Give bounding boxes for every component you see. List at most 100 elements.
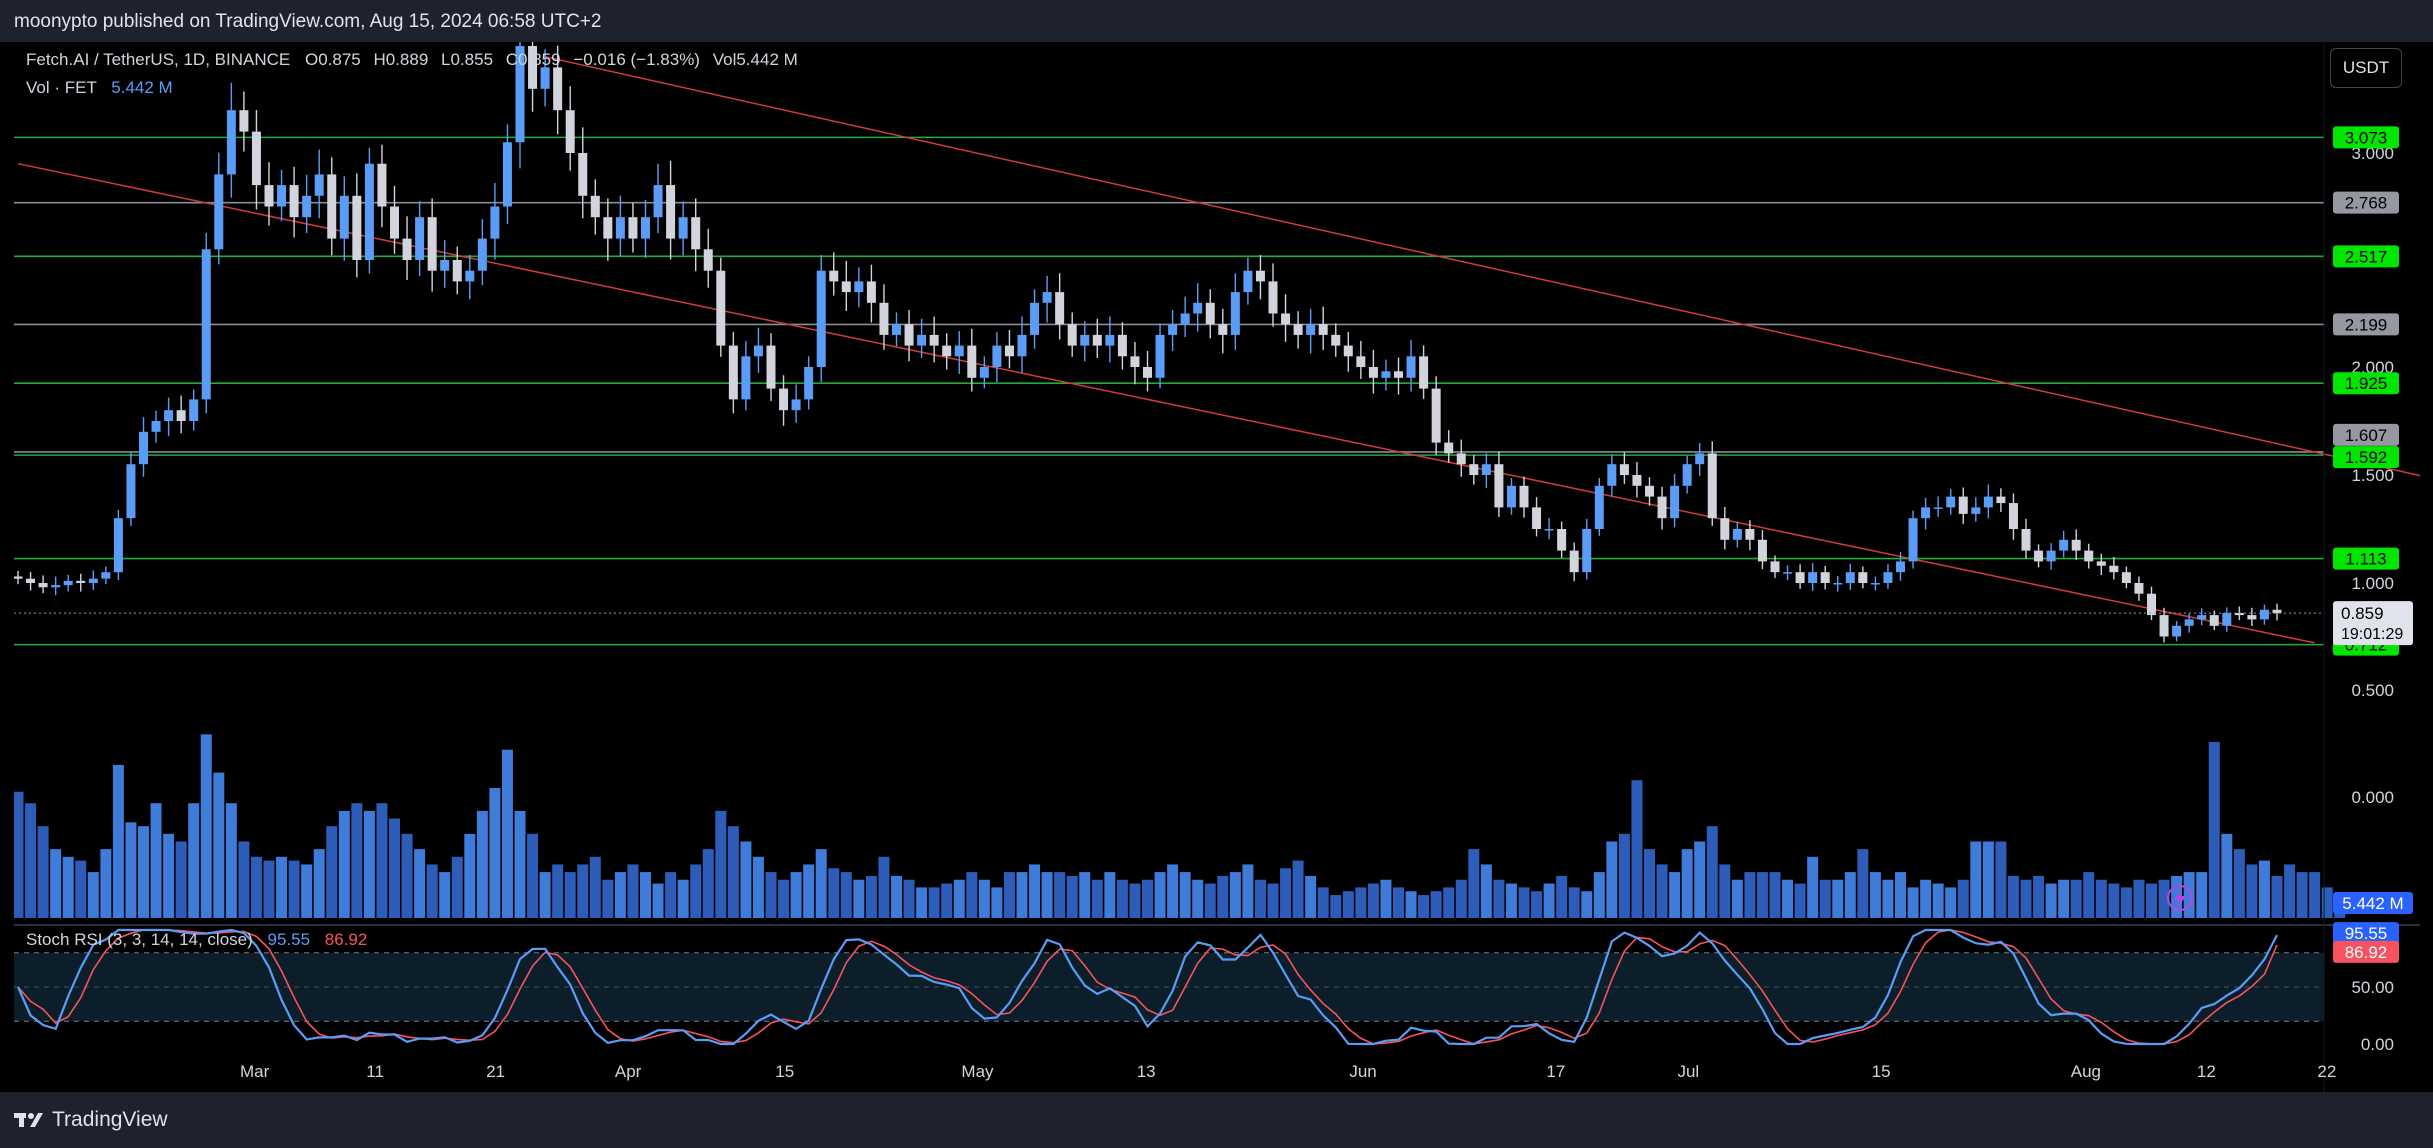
candle-body [2159, 615, 2169, 637]
volume-bar [1142, 879, 1153, 918]
candle-body [1770, 561, 1780, 573]
tradingview-logo[interactable]: TradingView [14, 1108, 168, 1132]
volume-bar [577, 864, 589, 918]
candle-body [2259, 609, 2269, 620]
volume-bar [2296, 872, 2308, 918]
volume-bar [1932, 883, 1944, 918]
candle-body [88, 578, 98, 583]
time-tick-label: Apr [615, 1062, 642, 1081]
volume-bar [87, 872, 99, 918]
volume-bar [614, 872, 626, 918]
candle-body [1205, 302, 1215, 325]
candle-body [440, 260, 450, 271]
candle-body [1481, 464, 1491, 475]
candle-body [1632, 475, 1642, 486]
chart-area[interactable]: 3.000 2.000 1.500 1.000 0.500 0.000 3.073 2.768… [12, 17, 2433, 1092]
currency-button[interactable]: USDT [2330, 48, 2402, 88]
volume-bar [2258, 860, 2270, 918]
rsi-k-line [16, 928, 2278, 1046]
level-tag-text: 2.517 [2345, 247, 2388, 266]
volume-tag-text: 5.442 M [2342, 894, 2403, 913]
symbol-title: Fetch.AI / TetherUS, 1D, BINANCE [26, 50, 291, 69]
level-tag-1.592 [2333, 446, 2399, 469]
volume-bar [1832, 879, 1844, 918]
volume-bar [1505, 883, 1517, 918]
volume-bar [25, 803, 37, 918]
candle-body [979, 367, 989, 378]
volume-bar [1556, 875, 1568, 918]
candle-body [2234, 612, 2244, 616]
volume-bar [765, 872, 777, 918]
volume-bar [1380, 879, 1392, 918]
candle-body [1870, 583, 1880, 585]
candle-body [390, 206, 399, 239]
candle-body [678, 217, 688, 239]
volume-bar [840, 872, 852, 918]
candle-body [1820, 572, 1830, 583]
candle-body [728, 345, 738, 400]
volume-bar [2158, 879, 2170, 918]
volume-bar [1982, 841, 1994, 918]
candle-body [841, 281, 851, 293]
volume-bar [1669, 872, 1681, 918]
volume-bar [690, 864, 702, 918]
level-tag-3.073 [2333, 126, 2399, 149]
volume-bar [1468, 849, 1480, 918]
candle-body [13, 576, 23, 579]
candle-body [1143, 367, 1152, 378]
volume-bar [112, 764, 124, 918]
candle-body [1582, 529, 1592, 573]
volume-bar [2233, 849, 2245, 918]
candle-body [402, 238, 412, 260]
volume-bar [1857, 849, 1869, 918]
published-text: moonypto published on TradingView.com, A… [14, 11, 602, 32]
volume-bar [1782, 879, 1794, 918]
rsi-d-value: 86.92 [324, 930, 368, 949]
candle-body [578, 153, 588, 196]
volume-bar [363, 810, 375, 918]
volume-bar [978, 879, 990, 918]
candle-body [942, 345, 952, 357]
candle-body [929, 334, 939, 346]
candle-body [2109, 565, 2119, 573]
candle-body [2084, 550, 2094, 562]
candle-body [866, 281, 876, 303]
volume-bar [1355, 887, 1367, 918]
chart-canvas[interactable]: 3.0002.0001.5001.0000.5000.0003.0732.768… [12, 17, 2433, 1092]
volume-bar [1367, 883, 1379, 918]
candle-body [1343, 345, 1353, 357]
volume-bar [1957, 879, 1969, 918]
candle-body [1707, 453, 1717, 519]
time-tick-label: 15 [775, 1062, 794, 1081]
volume-bar [489, 787, 501, 918]
volume-bar [100, 849, 112, 918]
volume-bar [288, 860, 300, 918]
candle-body [1557, 529, 1567, 551]
candle-body [1293, 324, 1303, 335]
candle-body [590, 195, 600, 218]
candle-body [76, 580, 86, 583]
candle-body [1971, 507, 1981, 514]
volume-bar [2083, 872, 2095, 918]
candle-body [1645, 485, 1654, 497]
candle-body [1858, 572, 1868, 583]
volume-bar [2208, 742, 2220, 918]
volume-bar [1907, 887, 1919, 918]
volume-tag [2333, 892, 2413, 914]
candle-body [364, 163, 374, 260]
volume-bar [150, 803, 162, 918]
volume-bar [1606, 841, 1618, 918]
volume-bar [865, 875, 877, 918]
candle-body [1494, 464, 1504, 508]
volume-bar [2221, 833, 2233, 918]
candle-body [1055, 292, 1065, 325]
price-tick-label: 0.500 [2351, 681, 2394, 700]
volume-bar [1882, 879, 1894, 918]
candle-body [51, 585, 61, 588]
candle-body [1619, 464, 1629, 475]
volume-bar [1869, 872, 1881, 918]
ohlc-close: C0.859 [505, 50, 561, 69]
candle-body [1130, 356, 1140, 367]
candle-body [1331, 334, 1341, 346]
candle-body [653, 185, 663, 218]
